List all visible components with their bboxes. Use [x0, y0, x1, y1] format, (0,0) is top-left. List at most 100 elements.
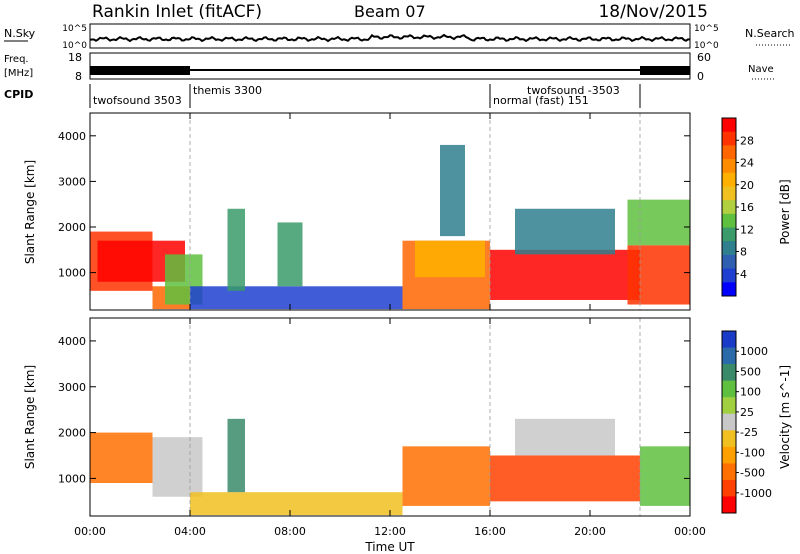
time-xticks: 00:00 04:00 08:00 12:00 16:00 20:00 00:00	[74, 113, 706, 538]
nsky-tick-bottom: 10^0	[62, 41, 87, 51]
freq-block-right	[640, 66, 690, 75]
nsearch-tick-top: 10^5	[694, 24, 719, 34]
velocity-colorbar-tick-label: -500	[740, 467, 765, 480]
power-colorbar-swatch	[722, 282, 736, 297]
power-region	[627, 245, 690, 305]
freq-unit-label: [MHz]	[4, 68, 33, 79]
velocity-colorbar-swatch	[722, 479, 736, 497]
nave-label: Nave	[748, 64, 774, 75]
power-colorbar-swatch	[722, 186, 736, 201]
velocity-colorbar-frame	[721, 330, 737, 514]
velocity-region	[190, 492, 403, 516]
power-colorbar-tick-label: 16	[740, 201, 754, 214]
power-region	[627, 199, 690, 246]
power-region	[440, 144, 465, 237]
cpid-label: CPID	[4, 88, 33, 101]
velocity-colorbar-swatch	[722, 331, 736, 349]
velocity-region	[402, 446, 490, 506]
power-colorbar-swatch	[722, 159, 736, 174]
velocity-region	[152, 437, 203, 497]
velocity-ytick-label: 3000	[58, 381, 86, 394]
cpid-segment-twofsound: twofsound 3503	[93, 94, 182, 107]
power-panel: 1000 2000 3000 4000 Slant Range [km]	[23, 112, 691, 311]
velocity-colorbar-swatch	[722, 446, 736, 464]
power-colorbar-tick-label: 28	[740, 134, 754, 147]
power-region	[190, 286, 403, 310]
velocity-colorbar: 1000 500 100 25 -25 -100 -500 -1000	[721, 330, 772, 514]
beam-label: Beam 07	[354, 2, 426, 21]
power-colorbar-swatch	[722, 131, 736, 146]
power-colorbar-swatch	[722, 200, 736, 215]
xtick-label: 12:00	[374, 525, 406, 538]
power-colorbar-swatch	[722, 268, 736, 283]
freq-label: Freq.	[4, 54, 29, 65]
velocity-ytick-label: 1000	[58, 472, 86, 485]
nsky-label: N.Sky	[4, 27, 36, 40]
power-region	[415, 240, 485, 278]
nsearch-tick-bottom: 10^0	[694, 41, 719, 51]
freq-block-left	[90, 66, 190, 75]
xtick-label: 08:00	[274, 525, 306, 538]
velocity-colorbar-tick-label: -25	[740, 426, 758, 439]
power-colorbar-swatch	[722, 254, 736, 270]
velocity-colorbar-label: Velocity [m s^-1]	[778, 365, 792, 469]
power-ytick-label: 2000	[58, 221, 86, 234]
velocity-colorbar-tick-label: 500	[740, 365, 761, 378]
velocity-colorbar-tick-label: 1000	[740, 345, 768, 358]
velocity-colorbar-tick-label: 100	[740, 386, 761, 399]
nave-tick-top: 60	[697, 51, 711, 64]
nsky-trace	[89, 33, 690, 43]
power-colorbar-tick-label: 24	[740, 157, 754, 170]
velocity-colorbar-swatch	[722, 430, 736, 448]
xtick-label: 00:00	[74, 525, 106, 538]
power-colorbar-swatch	[722, 213, 736, 229]
power-heatmap	[90, 113, 690, 310]
power-ylabel: Slant Range [km]	[23, 160, 37, 264]
velocity-colorbar-tick-label: 25	[740, 406, 754, 419]
power-colorbar-tick-label: 8	[740, 246, 747, 259]
velocity-colorbar-swatch	[722, 347, 736, 365]
velocity-colorbar-swatch	[722, 496, 736, 514]
velocity-ylabel: Slant Range [km]	[23, 365, 37, 469]
freq-panel: Freq. [MHz] 18 8 60 0 Nave	[4, 51, 774, 83]
velocity-colorbar-tick-label: -100	[740, 446, 765, 459]
power-colorbar-tick-label: 4	[740, 268, 747, 281]
velocity-ytick-label: 4000	[58, 335, 86, 348]
power-colorbar-tick-label: 12	[740, 223, 754, 236]
power-colorbar-swatch	[722, 145, 736, 160]
velocity-region	[227, 418, 245, 493]
power-colorbar-tick-label: 20	[740, 179, 754, 192]
power-region	[277, 222, 303, 287]
nsky-panel: N.Sky 10^5 10^0 10^5 10^0 N.Search	[4, 23, 795, 51]
cpid-segment-themis: themis 3300	[193, 84, 262, 97]
velocity-panel: 1000 2000 3000 4000 Slant Range [km]	[23, 317, 691, 517]
power-ytick-label: 1000	[58, 267, 86, 280]
velocity-colorbar-swatch	[722, 463, 736, 481]
power-colorbar: 28 24 20 16 12 8 4	[721, 117, 754, 297]
velocity-region	[90, 432, 153, 483]
power-colorbar-swatch	[722, 172, 736, 187]
power-colorbar-swatch	[722, 241, 736, 256]
time-xlabel: Time UT	[364, 540, 415, 554]
power-region	[515, 208, 615, 255]
power-region	[490, 249, 640, 300]
velocity-region	[515, 418, 615, 456]
power-colorbar-label: Power [dB]	[778, 179, 792, 244]
xtick-label: 16:00	[474, 525, 506, 538]
velocity-heatmap	[90, 318, 690, 516]
velocity-colorbar-swatch	[722, 364, 736, 382]
nave-tick-bottom: 0	[697, 70, 704, 83]
velocity-yticks: 1000 2000 3000 4000	[58, 335, 690, 485]
power-yticks: 1000 2000 3000 4000	[58, 130, 690, 280]
power-colorbar-swatch	[722, 118, 736, 133]
freq-tick-top: 18	[68, 51, 82, 64]
power-ytick-label: 3000	[58, 175, 86, 188]
nsky-tick-top: 10^5	[62, 24, 87, 34]
power-ytick-label: 4000	[58, 130, 86, 143]
xtick-label: 00:00	[674, 525, 706, 538]
velocity-colorbar-swatch	[722, 413, 736, 431]
xtick-label: 20:00	[574, 525, 606, 538]
cpid-segment-twofsound-neg: twofsound -3503	[527, 84, 620, 97]
freq-tick-bottom: 8	[75, 70, 82, 83]
